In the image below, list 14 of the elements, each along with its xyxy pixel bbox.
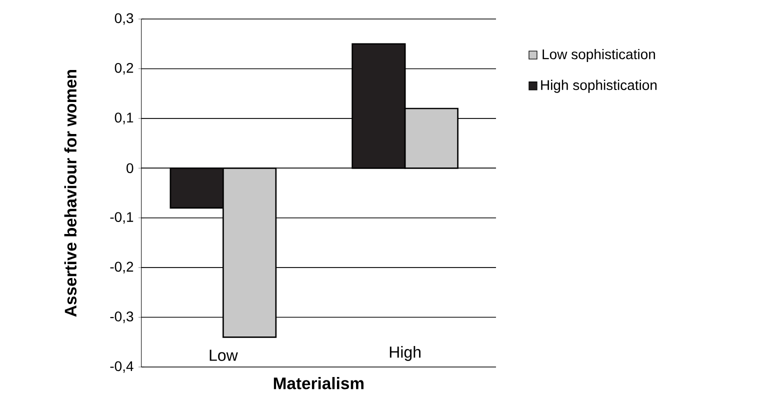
y-tick-label: -0,1: [110, 212, 134, 224]
y-axis-title: Assertive behaviour for women: [64, 70, 77, 317]
x-axis-title: Materialism: [274, 377, 364, 390]
y-tick-label: 0,3: [114, 13, 134, 25]
legend-label: Low sophistication: [542, 48, 655, 62]
y-tick-label: 0: [126, 163, 134, 174]
y-tick-label: -0,4: [110, 361, 134, 373]
y-tick-label: -0,3: [110, 312, 134, 324]
y-tick-label: -0,2: [110, 262, 134, 274]
legend-label: High sophistication: [541, 80, 657, 93]
x-tick-label: Low: [210, 350, 238, 361]
y-tick-label: 0,2: [114, 62, 134, 75]
y-tick-label: 0,1: [114, 112, 134, 124]
x-tick-label: High: [390, 346, 420, 361]
